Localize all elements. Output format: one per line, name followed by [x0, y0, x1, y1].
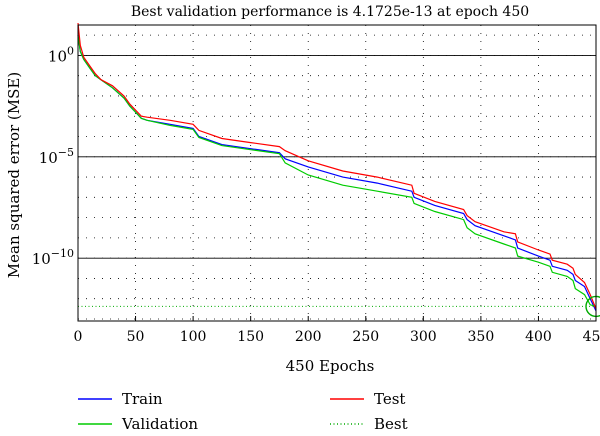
x-tick-label: 450	[583, 329, 600, 345]
y-tick-label: 10−10	[32, 247, 74, 268]
legend-label-test: Test	[374, 390, 405, 408]
series-line-validation	[77, 35, 597, 307]
series-lines	[77, 22, 597, 312]
series-line-test	[77, 22, 597, 310]
grid	[77, 25, 597, 321]
x-tick-label: 400	[525, 329, 552, 345]
x-tick-label: 50	[127, 329, 145, 345]
legend: Train Validation Test Best	[78, 390, 408, 433]
x-tick-label: 300	[410, 329, 437, 345]
x-axis-label: 450 Epochs	[286, 357, 375, 375]
y-tick-label: 10−5	[39, 146, 74, 167]
y-axis-label: Mean squared error (MSE)	[5, 72, 23, 278]
legend-label-best: Best	[374, 415, 408, 433]
x-tick-label: 0	[74, 329, 83, 345]
plot-frame	[77, 24, 597, 322]
x-tick-label: 250	[352, 329, 379, 345]
plot-area	[78, 25, 596, 321]
legend-label-validation: Validation	[121, 415, 198, 433]
x-tick-label: 150	[237, 329, 264, 345]
x-tick-label: 350	[468, 329, 495, 345]
y-tick-labels: 100 10−5 10−10	[32, 44, 74, 268]
y-tick-label: 100	[48, 44, 74, 65]
chart-title: Best validation performance is 4.1725e-1…	[131, 4, 529, 20]
x-tick-label: 200	[295, 329, 322, 345]
x-tick-labels: 0 50 100 150 200 250 300 350 400 450	[74, 329, 600, 345]
legend-label-train: Train	[122, 390, 163, 408]
x-tick-label: 100	[180, 329, 207, 345]
